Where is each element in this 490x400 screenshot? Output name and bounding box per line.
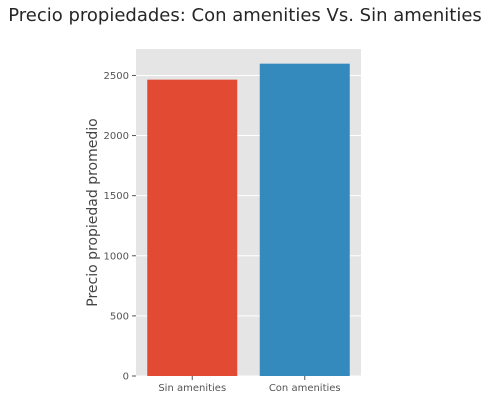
y-tick-label: 1500	[104, 191, 129, 202]
y-axis-ticks: 0 500 1000 1500 2000 2500	[104, 71, 136, 383]
chart-title: Precio propiedades: Con amenities Vs. Si…	[8, 5, 482, 26]
bar	[147, 79, 238, 376]
y-axis-label: Precio propiedad promedio	[85, 118, 101, 306]
x-tick-label: Con amenities	[269, 383, 341, 394]
y-tick-label: 2000	[104, 131, 129, 142]
x-axis-ticks: Sin amenities Con amenities	[158, 376, 341, 394]
bars	[147, 63, 350, 377]
y-tick-label: 1000	[104, 251, 129, 262]
y-tick-label: 2500	[104, 71, 129, 82]
x-tick-label: Sin amenities	[158, 383, 226, 394]
y-tick-label: 0	[123, 372, 129, 383]
y-tick-label: 500	[110, 311, 129, 322]
bar	[259, 63, 350, 377]
